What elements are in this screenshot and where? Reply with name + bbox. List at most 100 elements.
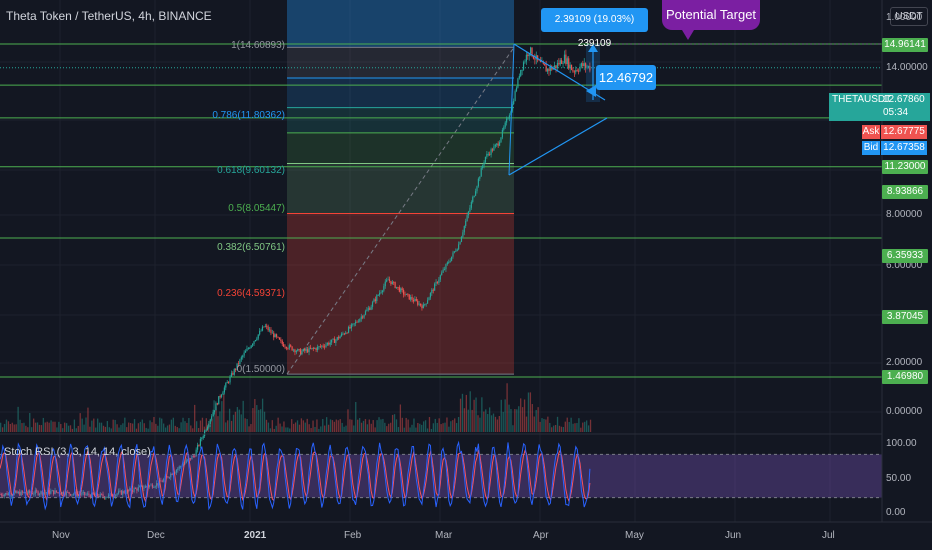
candle-body <box>482 165 484 168</box>
candle-body <box>521 69 523 71</box>
volume-bar <box>236 407 239 432</box>
candle-body <box>211 416 213 420</box>
volume-bar <box>454 418 456 432</box>
candle-body <box>393 281 395 283</box>
volume-bar <box>310 428 312 432</box>
volume-bar <box>407 419 409 432</box>
candle-body <box>467 211 470 216</box>
candle-body <box>442 269 444 273</box>
candle-body <box>175 469 177 473</box>
volume-bar <box>271 420 273 432</box>
candle-body <box>260 330 262 332</box>
candle-body <box>387 279 389 281</box>
candle-body <box>386 280 388 282</box>
candle-body <box>222 392 224 395</box>
candle-body <box>67 491 69 493</box>
volume-bar <box>386 426 388 432</box>
volume-bar <box>553 425 555 432</box>
candle-body <box>298 349 300 350</box>
volume-bar <box>100 422 103 432</box>
candle-body <box>254 340 257 342</box>
candle-body <box>364 311 367 315</box>
volume-bar <box>349 419 351 432</box>
candle-body <box>589 66 591 71</box>
volume-bar <box>358 418 361 432</box>
volume-bar <box>11 422 13 432</box>
volume-bar <box>578 418 580 432</box>
candle-body <box>0 494 1 495</box>
candle-body <box>435 281 437 284</box>
candle-body <box>168 477 170 479</box>
volume-bar <box>496 419 499 432</box>
volume-bar <box>380 419 382 432</box>
volume-bar <box>351 419 353 432</box>
volume-bar <box>211 419 213 432</box>
time-axis-label: Mar <box>435 530 453 541</box>
candle-body <box>508 115 511 119</box>
candle-body <box>333 338 336 343</box>
volume-bar <box>258 409 260 432</box>
candle-body <box>419 303 422 306</box>
volume-bar <box>287 427 289 432</box>
candle-body <box>335 339 337 343</box>
candle-body <box>75 491 77 496</box>
volume-bar <box>463 408 466 432</box>
volume-bar <box>240 414 242 432</box>
candle-body <box>108 494 110 497</box>
candle-body <box>363 314 365 318</box>
volume-bar <box>162 423 165 432</box>
time-axis-label: Feb <box>344 530 362 541</box>
candle-body <box>562 63 564 64</box>
candle-body <box>462 232 464 237</box>
volume-bar <box>362 420 365 432</box>
arrow-up-icon <box>588 44 598 52</box>
volume-bar <box>355 402 357 432</box>
volume-bar <box>508 404 510 432</box>
volume-bar <box>219 411 221 432</box>
volume-bar <box>118 427 120 432</box>
candle-body <box>127 489 130 491</box>
candle-body <box>196 445 199 450</box>
candle-body <box>515 87 518 92</box>
volume-bar <box>36 422 39 432</box>
candle-body <box>167 476 169 478</box>
rsi-axis-label: 0.00 <box>886 507 906 518</box>
candle-body <box>350 324 352 329</box>
volume-bar <box>473 399 475 432</box>
candle-body <box>544 63 546 66</box>
volume-bar <box>31 427 33 432</box>
candle-body <box>229 376 231 383</box>
candle-body <box>295 351 297 353</box>
candle-body <box>359 318 361 322</box>
candle-body <box>126 489 128 494</box>
volume-bar <box>582 422 584 432</box>
fib-label-05: 0.5(8.05447) <box>228 203 285 214</box>
volume-bar <box>312 420 314 432</box>
volume-bar <box>155 423 157 432</box>
candle-body <box>391 281 393 285</box>
currency-button[interactable]: USDT <box>890 7 928 26</box>
candle-body <box>240 357 242 360</box>
volume-bar <box>405 417 407 432</box>
candle-body <box>285 347 288 349</box>
candle-body <box>160 480 162 482</box>
candle-body <box>331 339 333 343</box>
candle-body <box>397 286 399 288</box>
volume-bar <box>60 423 62 432</box>
candle-body <box>51 490 53 492</box>
volume-bar <box>254 399 256 432</box>
candle-body <box>395 286 398 288</box>
time-axis-label: Dec <box>147 530 165 541</box>
candle-body <box>106 496 108 498</box>
volume-bar <box>238 409 240 432</box>
candle-body <box>216 403 218 405</box>
volume-bar <box>279 423 281 432</box>
candle-body <box>367 308 369 310</box>
volume-bar <box>333 421 336 432</box>
candle-body <box>401 288 403 290</box>
volume-bar <box>370 423 372 432</box>
volume-bar <box>525 416 528 432</box>
candle-body <box>373 299 375 303</box>
candle-body <box>556 63 559 69</box>
